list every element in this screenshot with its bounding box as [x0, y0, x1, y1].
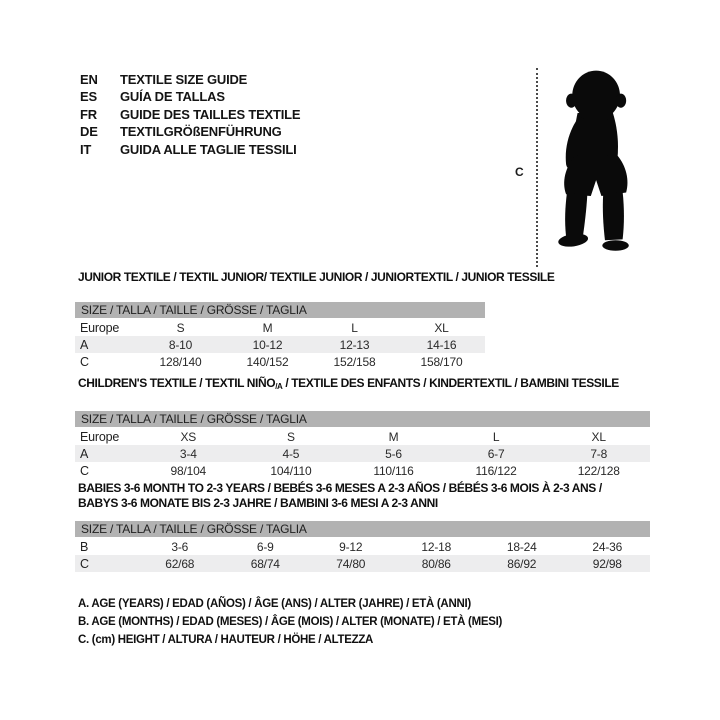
height-dotted-line [536, 68, 538, 267]
language-code: EN [80, 72, 98, 87]
cell: 10-12 [252, 337, 283, 352]
cell: 8-10 [168, 337, 193, 352]
language-code: DE [80, 124, 98, 140]
legend-line-a: A. AGE (YEARS) / EDAD (AÑOS) / ÂGE (ANS)… [78, 598, 471, 610]
cell: S [176, 320, 185, 335]
cell: 12-18 [421, 539, 452, 554]
babies-table-title-line1: BABIES 3-6 MONTH TO 2-3 YEARS / BEBÉS 3-… [78, 481, 602, 495]
language-label: GUIDE DES TAILLES TEXTILE [120, 106, 301, 122]
row-label: A [80, 337, 89, 352]
cell: 5-6 [385, 446, 402, 461]
language-label: TEXTILE SIZE GUIDE [120, 72, 248, 87]
size-header-bar: SIZE / TALLA / TAILLE / GRÖSSE / TAGLIA [75, 302, 485, 318]
cell: 6-7 [487, 446, 505, 461]
size-header-bar: SIZE / TALLA / TAILLE / GRÖSSE / TAGLIA [75, 521, 650, 537]
cell: 9-12 [339, 539, 363, 554]
title-text: / TEXTILE DES ENFANTS / KINDERTEXTIL / B… [282, 376, 619, 390]
cell: 18-24 [506, 539, 537, 554]
cell: 86/92 [507, 556, 537, 571]
cell: XS [180, 429, 197, 444]
babies-size-table: B 3-6 6-9 9-12 12-18 18-24 24-36 C 62/68… [75, 538, 650, 572]
children-table-title: CHILDREN'S TEXTILE / TEXTIL NIÑO/A / TEX… [78, 376, 650, 394]
cell: 74/80 [336, 556, 366, 571]
row-label: C [80, 556, 89, 571]
cell: 158/170 [420, 354, 463, 369]
language-code: IT [80, 141, 92, 157]
language-code: ES [80, 89, 97, 105]
table-row: Europe S M L XL [75, 319, 485, 336]
row-label: Europe [80, 320, 120, 335]
babies-textile-section: BABIES 3-6 MONTH TO 2-3 YEARS / BEBÉS 3-… [75, 481, 650, 572]
cell: 12-13 [339, 337, 370, 352]
language-label: GUIDA ALLE TAGLIE TESSILI [120, 141, 297, 157]
legend-line-b: B. AGE (MONTHS) / EDAD (MESES) / ÂGE (MO… [78, 616, 503, 628]
cell: L [492, 429, 500, 444]
junior-textile-section: JUNIOR TEXTILE / TEXTIL JUNIOR/ TEXTILE … [75, 270, 555, 370]
cell: 6-9 [256, 539, 274, 554]
cell: 14-16 [426, 337, 457, 352]
table-row: C 128/140 140/152 152/158 158/170 [75, 353, 485, 370]
cell: XL [434, 320, 449, 335]
table-row: C 98/104 104/110 110/116 116/122 122/128 [75, 462, 650, 479]
junior-size-table: Europe S M L XL A 8-10 10-12 12-13 14-16… [75, 319, 485, 370]
cell: XL [591, 429, 606, 444]
language-label: GUÍA DE TALLAS [120, 89, 225, 105]
cell: 92/98 [592, 556, 622, 571]
cell: 128/140 [159, 354, 202, 369]
language-code: FR [80, 106, 97, 122]
legend: A. AGE (YEARS) / EDAD (AÑOS) / ÂGE (ANS)… [78, 595, 502, 649]
cell: 104/110 [270, 463, 312, 478]
row-label: C [80, 463, 89, 478]
cell: 116/122 [475, 463, 517, 478]
cell: 140/152 [246, 354, 289, 369]
language-row-de: DE TEXTILGRÖßENFÜHRUNG [80, 123, 300, 140]
row-label: C [80, 354, 89, 369]
row-label: Europe [80, 429, 120, 444]
title-subscript: /A [275, 382, 283, 391]
cell: 24-36 [592, 539, 623, 554]
cell: 3-6 [171, 539, 189, 554]
height-measure-label: C [515, 165, 524, 179]
language-row-it: IT GUIDA ALLE TAGLIE TESSILI [80, 141, 300, 158]
cell: 110/116 [373, 463, 414, 478]
babies-table-title-line2: BABYS 3-6 MONATE BIS 2-3 JAHRE / BAMBINI… [78, 496, 438, 510]
cell: 122/128 [577, 463, 620, 478]
cell: 80/86 [421, 556, 451, 571]
row-label: B [80, 539, 89, 554]
title-text: CHILDREN'S TEXTILE / TEXTIL NIÑO [78, 376, 276, 390]
language-row-en: EN TEXTILE SIZE GUIDE [80, 71, 300, 88]
cell: 68/74 [250, 556, 280, 571]
legend-line-c: C. (cm) HEIGHT / ALTURA / HAUTEUR / HÖHE… [78, 634, 374, 646]
table-row: Europe XS S M L XL [75, 428, 650, 445]
cell: L [351, 320, 358, 335]
cell: 98/104 [170, 463, 207, 478]
size-header-bar: SIZE / TALLA / TAILLE / GRÖSSE / TAGLIA [75, 411, 650, 427]
language-label: TEXTILGRÖßENFÜHRUNG [120, 124, 282, 140]
toddler-figure: C [510, 60, 670, 275]
table-row: A 3-4 4-5 5-6 6-7 7-8 [75, 445, 650, 462]
table-row: C 62/68 68/74 74/80 80/86 86/92 92/98 [75, 555, 650, 572]
table-row: A 8-10 10-12 12-13 14-16 [75, 336, 485, 353]
row-label: A [80, 446, 89, 461]
junior-table-title: JUNIOR TEXTILE / TEXTIL JUNIOR/ TEXTILE … [78, 270, 555, 284]
cell: M [262, 320, 273, 335]
toddler-silhouette-icon [558, 70, 629, 251]
language-row-fr: FR GUIDE DES TAILLES TEXTILE [80, 106, 301, 123]
cell: M [388, 429, 399, 444]
children-textile-section: CHILDREN'S TEXTILE / TEXTIL NIÑO/A / TEX… [75, 376, 650, 479]
language-row-es: ES GUÍA DE TALLAS [80, 88, 300, 105]
cell: 62/68 [165, 556, 195, 571]
cell: 3-4 [179, 446, 197, 461]
cell: 152/158 [333, 354, 376, 369]
cell: S [286, 429, 295, 444]
cell: 7-8 [590, 446, 608, 461]
cell: 4-5 [282, 446, 300, 461]
language-list: EN TEXTILE SIZE GUIDE ES GUÍA DE TALLAS … [80, 71, 301, 158]
children-size-table: Europe XS S M L XL A 3-4 4-5 5-6 6-7 7-8… [75, 428, 650, 479]
table-row: B 3-6 6-9 9-12 12-18 18-24 24-36 [75, 538, 650, 555]
